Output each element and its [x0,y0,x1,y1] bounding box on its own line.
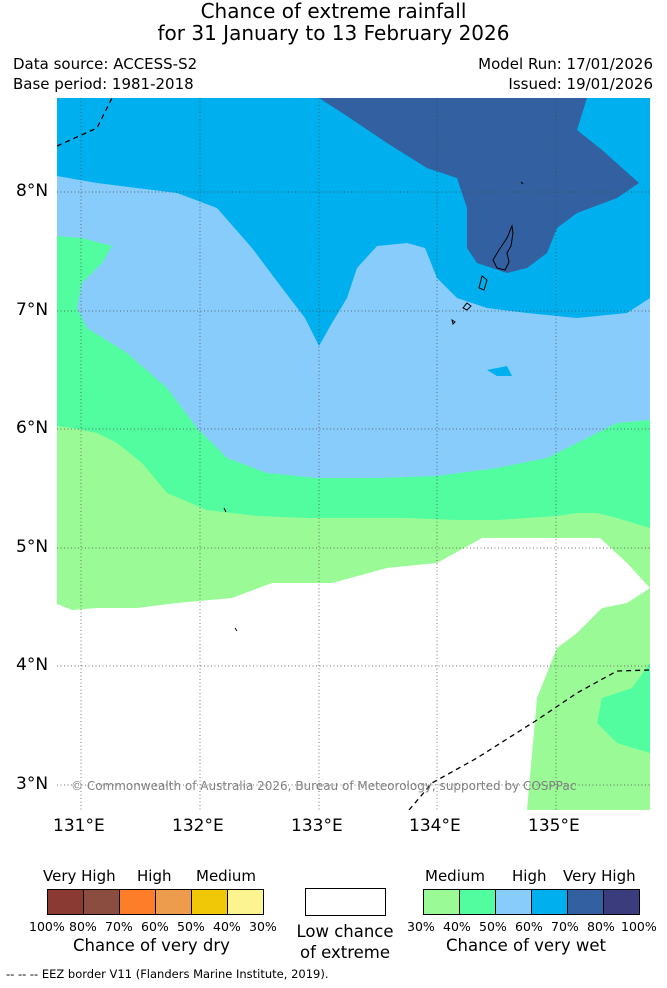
wet-swatch-40-50 [459,889,496,915]
dry-swatch-60-50 [155,889,192,915]
lon-label-131e: 131°E [53,816,105,836]
dry-legend-title: Chance of very dry [73,936,230,955]
low-chance-swatch [305,888,386,916]
wet-tick-100: 100% [621,919,657,934]
wet-legend-title: Chance of very wet [446,936,606,955]
data-source: Data source: ACCESS-S2 [13,55,198,73]
islet-d [234,627,238,632]
gridlines [57,98,650,810]
wet-high-label: High [512,867,547,885]
base-period: Base period: 1981-2018 [13,75,194,93]
dry-high-label: High [137,867,172,885]
lat-label-8n: 8°N [16,181,49,201]
lat-label-7n: 7°N [16,300,49,320]
eez-border-north [57,98,113,147]
title-line-1: Chance of extreme rainfall [200,0,467,23]
map-panel: © Commonwealth of Australia 2026, Bureau… [57,98,650,810]
islet-c [223,507,227,513]
wet-tick-60: 60% [515,919,543,934]
issued-date: Issued: 19/01/2026 [508,75,653,93]
wet-swatch-80-100 [603,889,640,915]
dry-medium-label: Medium [196,867,256,885]
wet-tick-30: 30% [407,919,435,934]
wet-very-high-label: Very High [563,867,636,885]
lat-label-3n: 3°N [16,774,49,794]
lat-label-6n: 6°N [16,418,49,438]
very-high-wet-70-patch [487,366,512,376]
palau-island-small [478,275,488,291]
dry-tick-40: 40% [213,919,241,934]
palau-island-outline [492,224,514,271]
dry-tick-100: 100% [29,919,65,934]
dry-tick-30: 30% [249,919,277,934]
islet-b [520,181,524,185]
copyright-notice: © Commonwealth of Australia 2026, Bureau… [71,779,576,793]
wet-tick-70: 70% [551,919,579,934]
lat-label-5n: 5°N [16,537,49,557]
title-line-2: for 31 January to 13 February 2026 [157,21,510,45]
medium-wet-50-patch [597,663,650,753]
very-high-wet-80-area [319,98,639,273]
dry-tick-70: 70% [105,919,133,934]
dry-swatch-50-40 [191,889,228,915]
wet-tick-80: 80% [587,919,615,934]
wet-swatch-60-70 [531,889,568,915]
eez-border-south [408,669,650,810]
wet-medium-label: Medium [425,867,485,885]
lon-label-132e: 132°E [172,816,224,836]
islet-a [451,318,456,325]
dry-tick-50: 50% [177,919,205,934]
dry-swatch-100-80 [47,889,84,915]
model-run: Model Run: 17/01/2026 [478,55,653,73]
lat-label-4n: 4°N [16,655,49,675]
wet-tick-40: 40% [443,919,471,934]
dry-swatch-80-70 [83,889,120,915]
wet-swatch-70-80 [567,889,604,915]
lon-label-135e: 135°E [528,816,580,836]
palau-island-tiny [462,302,472,311]
lon-label-134e: 134°E [409,816,461,836]
dry-tick-80: 80% [69,919,97,934]
low-chance-label-1: Low chance [296,922,394,941]
wet-tick-50: 50% [479,919,507,934]
dry-tick-60: 60% [141,919,169,934]
dry-swatch-70-60 [119,889,156,915]
eez-footnote: -- -- -- EEZ border V11 (Flanders Marine… [6,967,329,981]
dry-swatch-40-30 [227,889,264,915]
lon-label-133e: 133°E [291,816,343,836]
wet-swatch-50-60 [495,889,532,915]
dry-very-high-label: Very High [43,867,116,885]
low-chance-label-2: of extreme [299,943,391,962]
wet-swatch-30-40 [423,889,460,915]
